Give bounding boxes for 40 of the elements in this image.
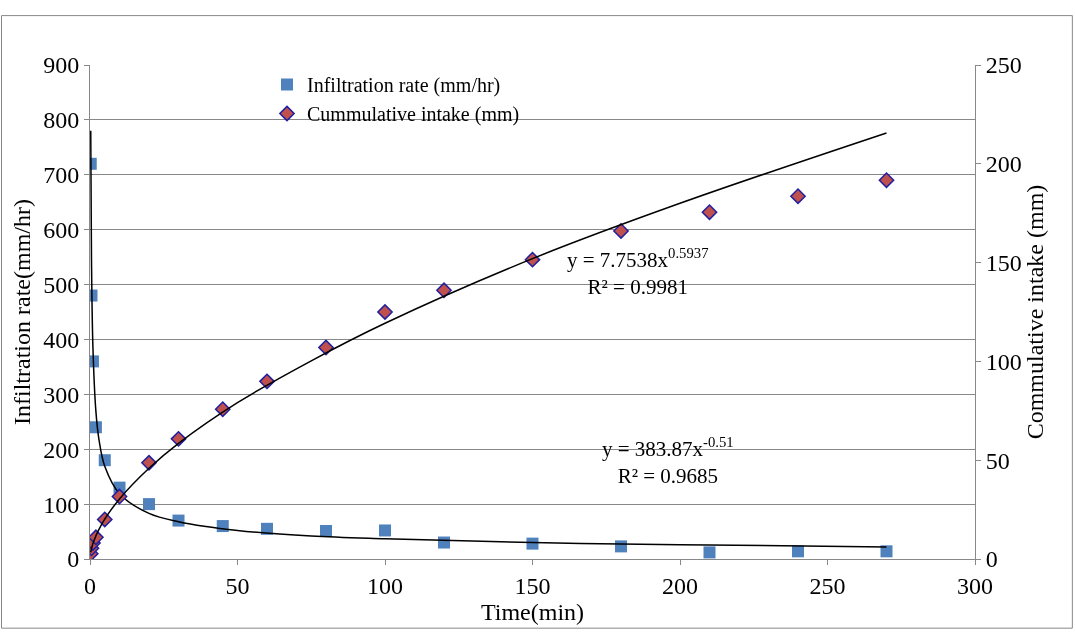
y-tick-label: 200 <box>43 436 80 463</box>
x-tick-label: 200 <box>662 572 698 599</box>
x-tick-label: 50 <box>225 572 250 599</box>
y2-tick-label: 150 <box>985 250 1022 276</box>
legend-label: Cummulative intake (mm) <box>307 103 520 127</box>
y-axis-title: Infiltration rate(mm/hr) <box>9 199 36 425</box>
annotation: y = 383.87x$^{-0.51}$ R² = 0.9685 <box>602 434 734 489</box>
y2-axis-title: Commulative intake (mm) <box>1022 184 1049 440</box>
point <box>320 525 332 538</box>
x-tick-label: 250 <box>809 572 846 599</box>
y-tick-label: 700 <box>43 162 80 189</box>
point <box>703 546 716 559</box>
y2-tick-label: 100 <box>985 348 1022 375</box>
y2-tick-label: 0 <box>985 546 998 573</box>
x-tick-label: 100 <box>367 572 403 599</box>
point <box>379 524 391 537</box>
y2-tick-label: 250 <box>985 52 1022 79</box>
y-tick-label: 500 <box>43 271 80 298</box>
point <box>790 188 806 205</box>
point <box>880 545 893 558</box>
y-tick-label: 300 <box>43 381 80 408</box>
point <box>526 537 539 550</box>
y-tick-label: 400 <box>43 326 80 353</box>
point <box>878 172 895 189</box>
y-tick-label: 600 <box>43 217 80 244</box>
x-axis-title: Time(min) <box>480 599 585 626</box>
point <box>613 223 629 239</box>
x-tick-label: 300 <box>957 572 993 599</box>
y-tick-label: 0 <box>67 546 80 573</box>
y-tick-label: 100 <box>43 491 80 518</box>
y-tick-label: 800 <box>43 107 80 134</box>
y2-tick-label: 200 <box>985 151 1022 178</box>
legend-label: Infiltration rate (mm/hr) <box>307 74 501 98</box>
point <box>377 304 393 320</box>
point <box>143 498 155 511</box>
y2-tick-label: 50 <box>985 447 1010 474</box>
x-tick-label: 150 <box>514 572 551 599</box>
annotation: y = 7.7538x$^{0.5937}$ R² = 0.9981 <box>567 245 709 300</box>
point <box>701 204 718 221</box>
y-tick-label: 900 <box>43 52 80 79</box>
